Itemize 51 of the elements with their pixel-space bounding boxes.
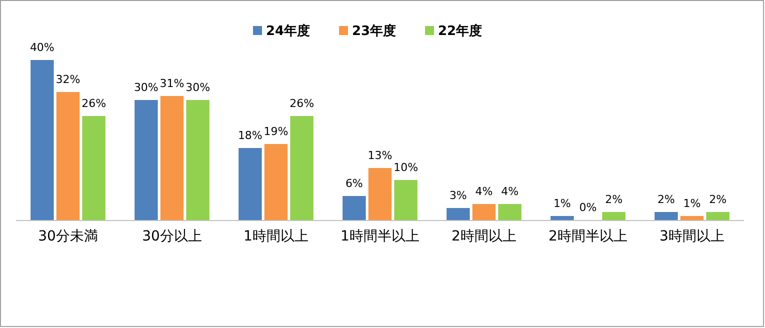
data-label: 19%	[264, 125, 288, 138]
data-label: 0%	[579, 201, 597, 214]
data-label: 32%	[56, 73, 80, 86]
bar	[30, 60, 54, 220]
bar	[550, 216, 574, 220]
legend-label: 22年度	[438, 23, 482, 39]
bar	[134, 100, 158, 220]
bar	[186, 100, 210, 220]
bar	[160, 96, 184, 220]
data-label: 1%	[553, 197, 571, 210]
data-label: 4%	[501, 185, 519, 198]
data-label: 2%	[657, 193, 675, 206]
bar	[602, 212, 626, 220]
data-label: 6%	[345, 177, 363, 190]
bar	[368, 168, 392, 220]
data-label: 40%	[30, 41, 54, 54]
x-tick-label: 1時間半以上	[340, 228, 420, 244]
bar	[706, 212, 730, 220]
data-label: 18%	[238, 129, 262, 142]
data-label: 26%	[290, 97, 314, 110]
data-label: 26%	[82, 97, 106, 110]
data-label: 2%	[709, 193, 727, 206]
bar	[82, 116, 106, 220]
data-label: 31%	[160, 77, 184, 90]
x-tick-label: 3時間以上	[660, 228, 724, 244]
x-tick-label: 2時間半以上	[548, 228, 628, 244]
bar	[56, 92, 80, 220]
bar	[472, 204, 496, 220]
legend-label: 23年度	[352, 23, 396, 39]
bar	[342, 196, 366, 220]
bar	[394, 180, 418, 220]
data-label: 30%	[186, 81, 210, 94]
legend-label: 24年度	[266, 23, 310, 39]
x-tick-label: 2時間以上	[452, 228, 516, 244]
x-tick-label: 30分未満	[38, 228, 98, 244]
data-label: 10%	[394, 161, 418, 174]
bar	[264, 144, 288, 220]
bar	[446, 208, 470, 220]
bar	[238, 148, 262, 220]
x-tick-label: 30分以上	[142, 228, 202, 244]
data-label: 30%	[134, 81, 158, 94]
data-label: 1%	[683, 197, 701, 210]
bar	[290, 116, 314, 220]
x-tick-label: 1時間以上	[244, 228, 308, 244]
bar	[654, 212, 678, 220]
data-label: 2%	[605, 193, 623, 206]
bar	[680, 216, 704, 220]
data-label: 13%	[368, 149, 392, 162]
data-label: 3%	[449, 189, 467, 202]
data-label: 4%	[475, 185, 493, 198]
bar	[498, 204, 522, 220]
